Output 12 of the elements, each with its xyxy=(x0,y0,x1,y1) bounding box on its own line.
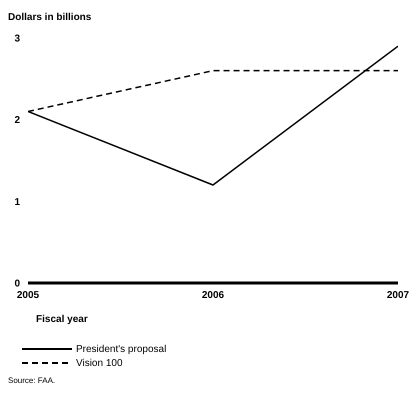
source-note: Source: FAA. xyxy=(8,376,56,385)
x-tick-label: 2007 xyxy=(386,290,410,302)
y-axis-title: Dollars in billions xyxy=(8,12,92,23)
y-tick-label: 0 xyxy=(14,278,20,290)
legend-label: Vision 100 xyxy=(76,358,123,368)
y-tick-label: 3 xyxy=(14,34,20,45)
y-tick-label: 1 xyxy=(14,196,20,208)
y-tick-label: 2 xyxy=(14,115,20,126)
x-tick-label: 2006 xyxy=(202,290,225,302)
x-axis-title: Fiscal year xyxy=(36,314,88,325)
x-tick-label: 2005 xyxy=(16,290,40,302)
legend-label: President's proposal xyxy=(76,344,166,354)
